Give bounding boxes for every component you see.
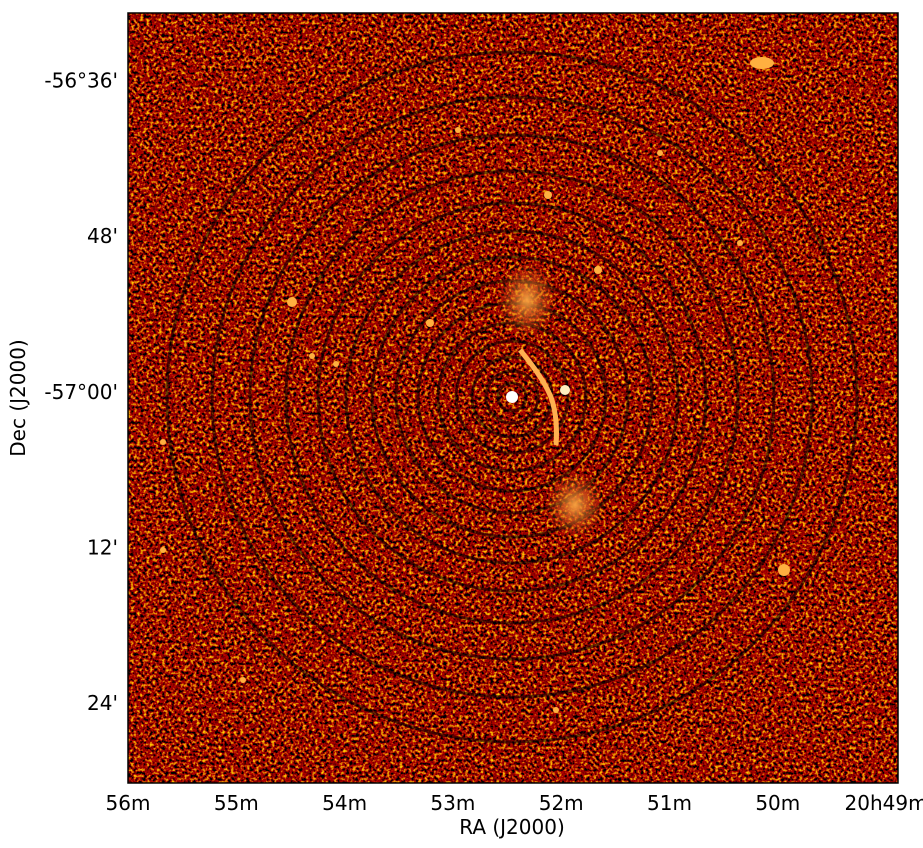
y-tick-label: 12' [87, 535, 118, 559]
y-tick-label: 48' [87, 224, 118, 248]
y-tick-label: -57°00' [44, 380, 118, 404]
y-tick-label: -56°36' [44, 69, 118, 93]
image [128, 13, 898, 783]
x-tick-label: 53m [430, 791, 475, 815]
x-tick-label: 20h49m [845, 791, 923, 815]
y-tick-label: 24' [87, 691, 118, 715]
x-tick-label: 52m [539, 791, 584, 815]
x-tick-label: 54m [322, 791, 367, 815]
x-tick-label: 55m [214, 791, 259, 815]
x-tick-label: 51m [647, 791, 692, 815]
x-tick-label: 50m [755, 791, 800, 815]
x-axis-label: RA (J2000) [459, 815, 565, 839]
y-axis-label: Dec (J2000) [6, 339, 30, 456]
plot-frame [127, 12, 899, 784]
x-tick-label: 56m [106, 791, 151, 815]
